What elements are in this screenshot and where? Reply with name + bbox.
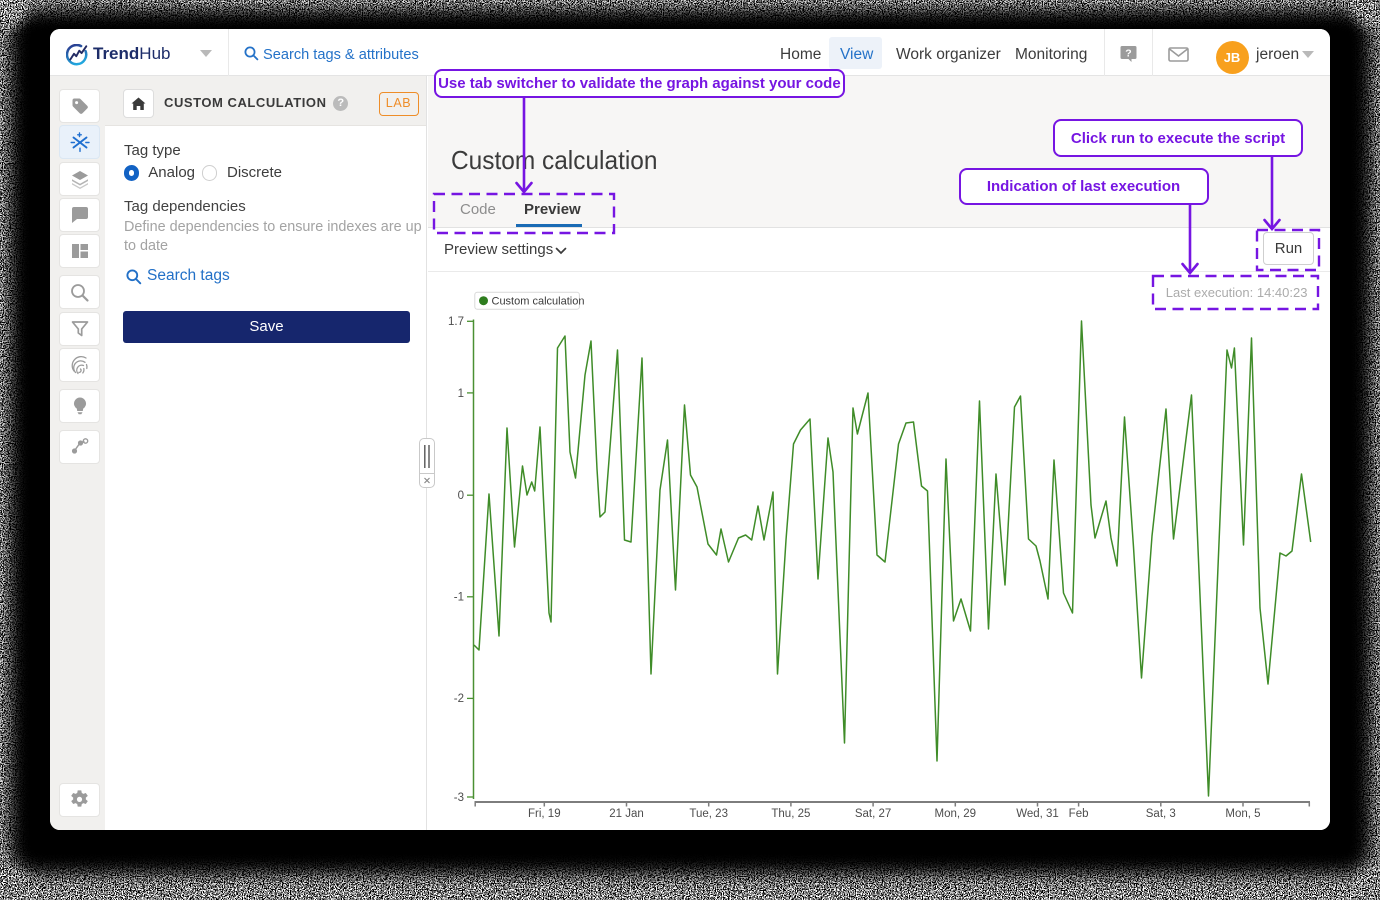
svg-text:1.7: 1.7 [448, 316, 464, 328]
svg-text:0: 0 [458, 490, 464, 502]
svg-text:Sat, 3: Sat, 3 [1146, 808, 1176, 820]
svg-text:-3: -3 [454, 792, 464, 804]
svg-text:Tue, 23: Tue, 23 [689, 808, 728, 820]
svg-text:Thu, 25: Thu, 25 [771, 808, 810, 820]
svg-text:1: 1 [458, 388, 464, 400]
svg-text:Mon, 29: Mon, 29 [935, 808, 977, 820]
svg-text:Custom calculation: Custom calculation [492, 296, 585, 308]
svg-text:Fri, 19: Fri, 19 [528, 808, 561, 820]
svg-text:21 Jan: 21 Jan [609, 808, 644, 820]
svg-text:Feb: Feb [1069, 808, 1089, 820]
svg-text:-2: -2 [454, 693, 464, 705]
svg-text:Sat, 27: Sat, 27 [855, 808, 891, 820]
svg-text:Mon, 5: Mon, 5 [1225, 808, 1260, 820]
svg-text:-1: -1 [454, 592, 464, 604]
svg-text:Wed, 31: Wed, 31 [1016, 808, 1059, 820]
